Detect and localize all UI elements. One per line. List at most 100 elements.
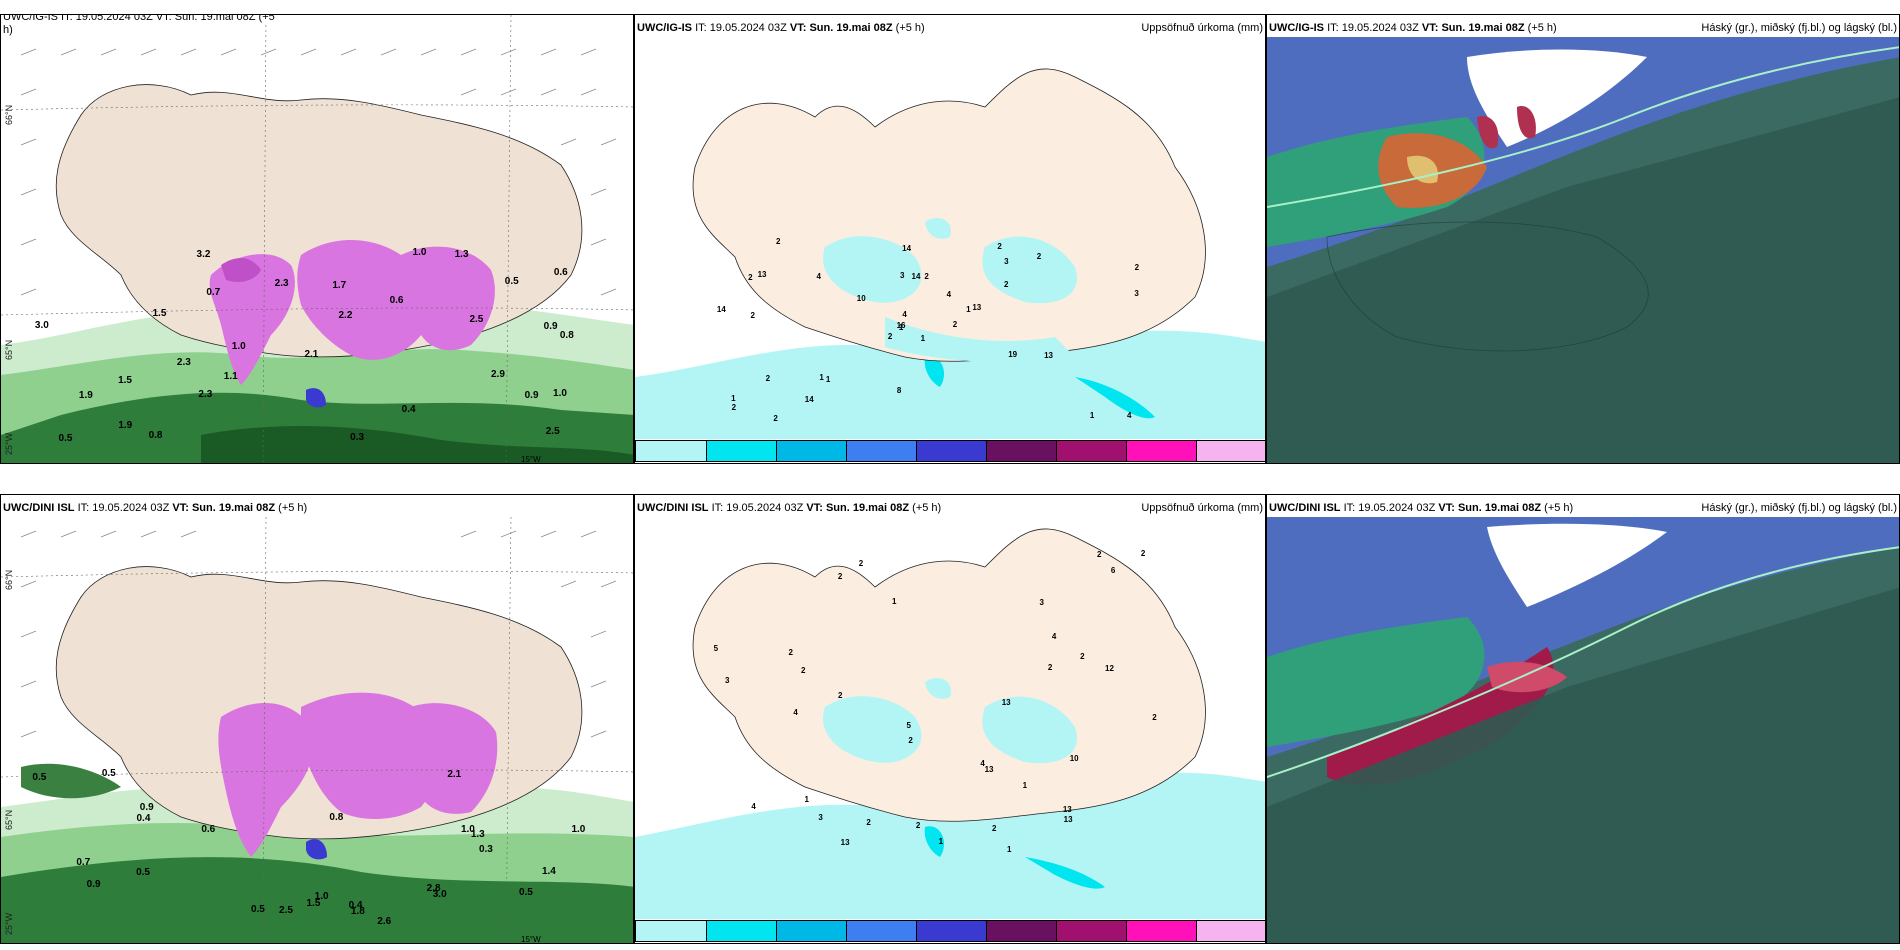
value-label: 0.9 (139, 802, 154, 814)
value-label: 19 (1008, 349, 1018, 359)
legend-tick-label: 200 (1127, 943, 1140, 944)
model-name: UWC/DINI ISL (3, 502, 75, 514)
value-label: 2 (1134, 262, 1140, 272)
value-label: 0.5 (101, 767, 116, 779)
vt-label: VT: (172, 502, 189, 514)
value-label: 2 (838, 691, 843, 701)
precip-title-row2: Uppsöfnuð úrkoma (mm) (1141, 502, 1263, 514)
value-label: 14 (911, 271, 921, 281)
it-label: IT: (1327, 22, 1339, 34)
value-label: 14 (716, 305, 726, 315)
value-label: 1.9 (118, 420, 133, 432)
legend-tick-label: 100 (987, 943, 1000, 944)
value-label: 2 (1080, 652, 1085, 662)
legend-tick-label: 50 (847, 943, 856, 944)
cloud-title-row1: Háský (gr.), miðský (fj.bl.) og lágský (… (1701, 22, 1897, 34)
legend-tick-label: 1 (637, 463, 641, 464)
value-label: 2.3 (274, 278, 289, 290)
value-label: 2.6 (377, 916, 392, 928)
legend-swatch (1056, 441, 1126, 461)
value-label: 2.9 (491, 368, 505, 380)
value-label: 0.6 (389, 294, 404, 306)
value-label: 0.8 (329, 812, 344, 824)
value-label: 2.3 (176, 356, 191, 368)
value-label: 0.4 (348, 899, 363, 911)
value-label: 2 (837, 572, 843, 582)
lat-label-65-row2: 65°N (4, 809, 14, 830)
legend-swatch (706, 921, 776, 941)
value-label: 4 (793, 707, 798, 717)
legend-swatch (916, 441, 986, 461)
valid-time: Sun. 19.mai 08Z (191, 502, 276, 514)
value-label: 2 (773, 414, 778, 424)
value-label: 1.5 (306, 897, 321, 909)
value-label: 1.7 (332, 280, 347, 292)
value-label: 13 (1062, 805, 1072, 815)
value-label: 4 (902, 310, 907, 320)
value-label: 3.2 (196, 248, 211, 260)
value-label: 2 (858, 559, 864, 569)
value-label: 0.9 (524, 390, 539, 402)
value-label: 0.5 (58, 433, 73, 445)
value-label: 1 (804, 795, 809, 805)
legend-swatch (986, 441, 1056, 461)
precip-title-row1: Uppsöfnuð úrkoma (mm) (1141, 22, 1263, 34)
value-label: 1.3 (470, 829, 485, 841)
legend-tick-label: 75 (917, 943, 926, 944)
value-label: 0.6 (201, 824, 216, 836)
value-label: 2 (765, 373, 771, 383)
lead-time: (+5 h) (1527, 22, 1557, 34)
value-label: 0.9 (543, 320, 558, 332)
value-label: 2.1 (304, 348, 319, 360)
legend-tick-label: 100 (987, 463, 1000, 464)
lon-label-25w-row2: 25°W (4, 912, 14, 935)
value-label: 3 (1134, 288, 1139, 298)
wind-precip-map-row2 (1, 517, 633, 943)
init-time: 19.05.2024 03Z (726, 502, 804, 514)
value-label: 0.3 (478, 843, 493, 855)
value-label: 2 (952, 319, 958, 329)
lat-label-65-row1: 65°N (4, 339, 14, 360)
value-label: 13 (840, 838, 850, 848)
value-label: 0.5 (250, 904, 265, 915)
value-label: 2.3 (198, 388, 213, 400)
vt-label: VT: (1438, 502, 1455, 514)
value-label: 1.4 (541, 865, 556, 877)
value-label: 1 (966, 305, 971, 315)
value-label: 4 (1126, 411, 1132, 421)
legend-swatch (776, 441, 846, 461)
value-label: 2 (1047, 663, 1053, 673)
value-label: 16 (896, 321, 906, 331)
init-time: 19.05.2024 03Z (92, 502, 170, 514)
precip-map-row2: 1 2 1 2 2 2 2 2 2 3 4 5 5 4 2 2 3 6 10 12 13 13 13 13 13 4 4 2 1 1 1 2 3… (635, 517, 1265, 919)
legend-swatch (1196, 441, 1265, 461)
value-label: 2.2 (338, 309, 353, 321)
value-label: 0.7 (206, 287, 221, 299)
value-label: 5 (906, 720, 911, 730)
value-label: 1 (920, 333, 926, 343)
legend-swatch (846, 441, 916, 461)
value-label: 3.0 (34, 320, 49, 332)
legend-swatch (706, 441, 776, 461)
vt-label: VT: (806, 502, 823, 514)
valid-time: Sun. 19.mai 08Z (1457, 502, 1542, 514)
wind-precip-panel-row2: UWC/DINI ISL IT: 19.05.2024 03Z VT: Sun.… (0, 494, 634, 944)
value-label: 2 (992, 823, 997, 833)
value-label: 1.0 (314, 890, 329, 902)
vt-label: VT: (789, 22, 807, 34)
value-label: 0.8 (148, 430, 163, 442)
value-label: 1 (1006, 844, 1012, 854)
legend-swatch (986, 921, 1056, 941)
value-label: 12 (1105, 664, 1114, 674)
value-label: 0.5 (32, 771, 47, 783)
value-label: 1 (898, 323, 904, 333)
value-label: 0.8 (559, 330, 574, 342)
value-label: 2.1 (447, 769, 462, 781)
value-label: 3 (1039, 597, 1044, 607)
value-label: 1.1 (223, 370, 238, 382)
legend-tick-label: 10 (707, 943, 716, 944)
value-label: 0.5 (136, 867, 150, 879)
precip-legend-row1 (635, 440, 1265, 462)
value-label: 10 (1069, 753, 1079, 763)
value-label: 1.3 (454, 249, 469, 261)
